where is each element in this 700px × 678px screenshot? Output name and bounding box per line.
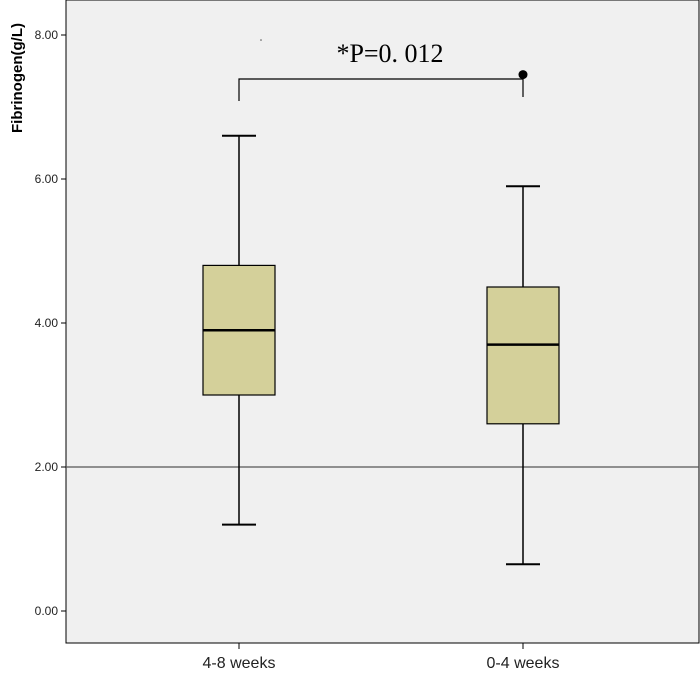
x-tick-label: 0-4 weeks	[487, 655, 560, 672]
y-axis-ticks: 0.00 2.00 4.00 6.00 8.00	[35, 28, 66, 618]
x-tick-label: 4-8 weeks	[203, 655, 276, 672]
boxes-group	[202, 70, 560, 566]
p-value-annotation: *P=0. 012	[336, 39, 443, 68]
plot-area	[65, 0, 700, 644]
y-axis-title: Fibrinogen(g/L)	[9, 23, 26, 133]
outlier-point	[518, 70, 528, 80]
y-tick-label: 6.00	[35, 172, 59, 186]
y-tick-label: 4.00	[35, 316, 59, 330]
x-axis-labels: 4-8 weeks 0-4 weeks	[203, 643, 560, 672]
significance-annotation: *P=0. 012	[238, 39, 524, 101]
box-2	[486, 70, 560, 566]
box-1	[202, 134, 276, 526]
y-tick-label: 0.00	[35, 604, 59, 618]
stray-dot	[260, 39, 262, 41]
y-tick-label: 2.00	[35, 460, 59, 474]
y-tick-label: 8.00	[35, 28, 59, 42]
iqr-box	[486, 286, 560, 425]
significance-bracket	[238, 78, 524, 101]
